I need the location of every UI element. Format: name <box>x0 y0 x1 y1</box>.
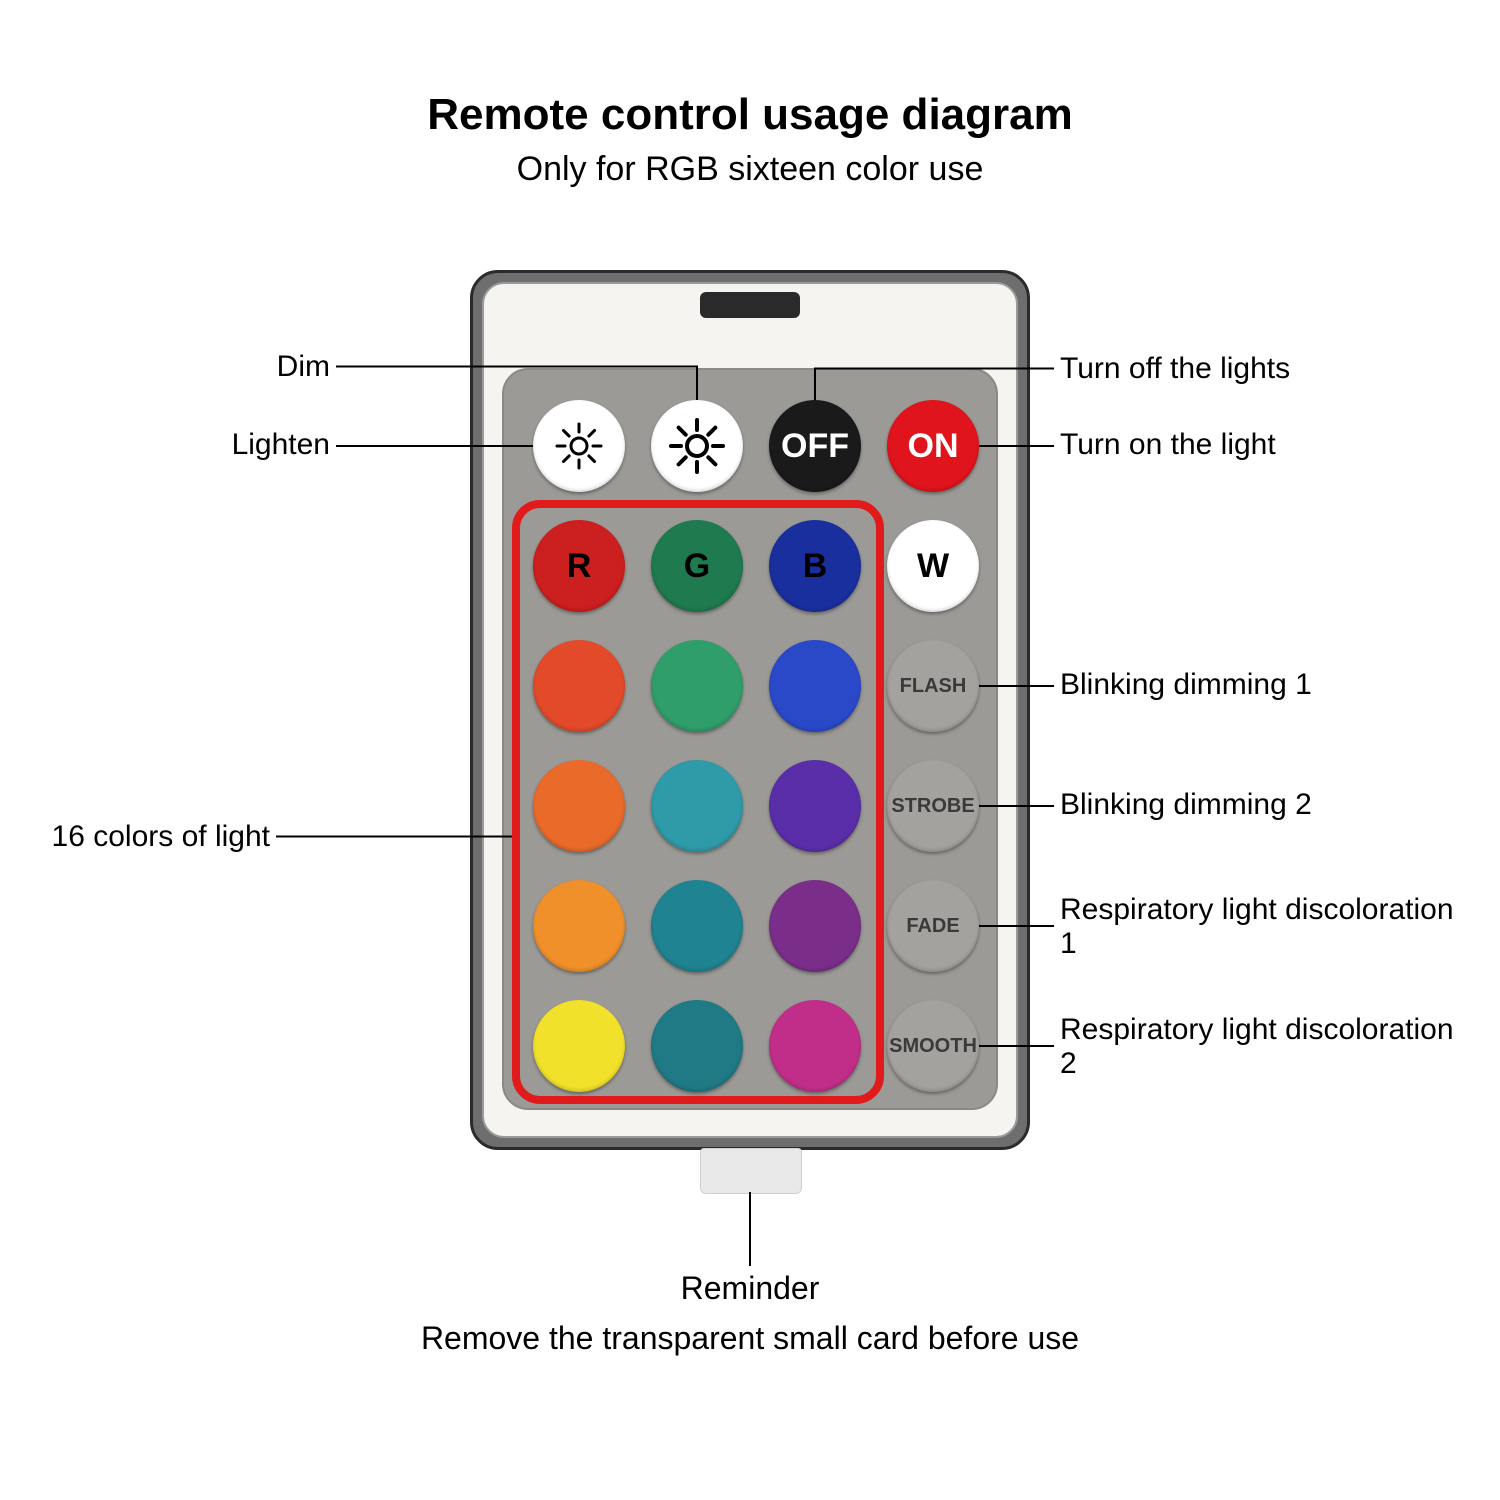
label-on: Turn on the light <box>1060 428 1460 462</box>
brightness-down-icon <box>549 416 609 476</box>
btn-color-G[interactable]: G <box>651 520 743 612</box>
btn-color[interactable] <box>533 640 625 732</box>
label-flash: Blinking dimming 1 <box>1060 668 1460 702</box>
page-subtitle: Only for RGB sixteen color use <box>0 150 1500 189</box>
btn-color[interactable] <box>769 760 861 852</box>
btn-color[interactable] <box>769 640 861 732</box>
label-strobe: Blinking dimming 2 <box>1060 788 1460 822</box>
label-dim: Dim <box>200 350 330 384</box>
btn-lighten[interactable] <box>533 400 625 492</box>
btn-color[interactable] <box>533 1000 625 1092</box>
btn-color[interactable] <box>769 1000 861 1092</box>
btn-mode-flash[interactable]: FLASH <box>887 640 979 732</box>
btn-mode-fade[interactable]: FADE <box>887 880 979 972</box>
btn-mode-strobe[interactable]: STROBE <box>887 760 979 852</box>
btn-dim[interactable] <box>651 400 743 492</box>
label-fade: Respiratory light discoloration 1 <box>1060 893 1460 961</box>
label-smooth: Respiratory light discoloration 2 <box>1060 1013 1460 1081</box>
btn-color[interactable] <box>769 880 861 972</box>
label-colors16: 16 colors of light <box>40 820 270 854</box>
btn-on[interactable]: ON <box>887 400 979 492</box>
footer-text: Remove the transparent small card before… <box>0 1320 1500 1357</box>
btn-mode-smooth[interactable]: SMOOTH <box>887 1000 979 1092</box>
btn-color-R[interactable]: R <box>533 520 625 612</box>
label-lighten: Lighten <box>200 428 330 462</box>
ir-window <box>700 292 800 318</box>
btn-color[interactable] <box>651 640 743 732</box>
btn-color[interactable] <box>651 1000 743 1092</box>
btn-color[interactable] <box>651 880 743 972</box>
btn-off[interactable]: OFF <box>769 400 861 492</box>
btn-color[interactable] <box>533 760 625 852</box>
btn-color-B[interactable]: B <box>769 520 861 612</box>
page-title: Remote control usage diagram <box>0 90 1500 140</box>
label-off: Turn off the lights <box>1060 352 1460 386</box>
battery-tab <box>700 1148 802 1194</box>
btn-color-W[interactable]: W <box>887 520 979 612</box>
btn-color[interactable] <box>533 880 625 972</box>
brightness-up-icon <box>667 416 727 476</box>
btn-color[interactable] <box>651 760 743 852</box>
footer-title: Reminder <box>0 1270 1500 1307</box>
